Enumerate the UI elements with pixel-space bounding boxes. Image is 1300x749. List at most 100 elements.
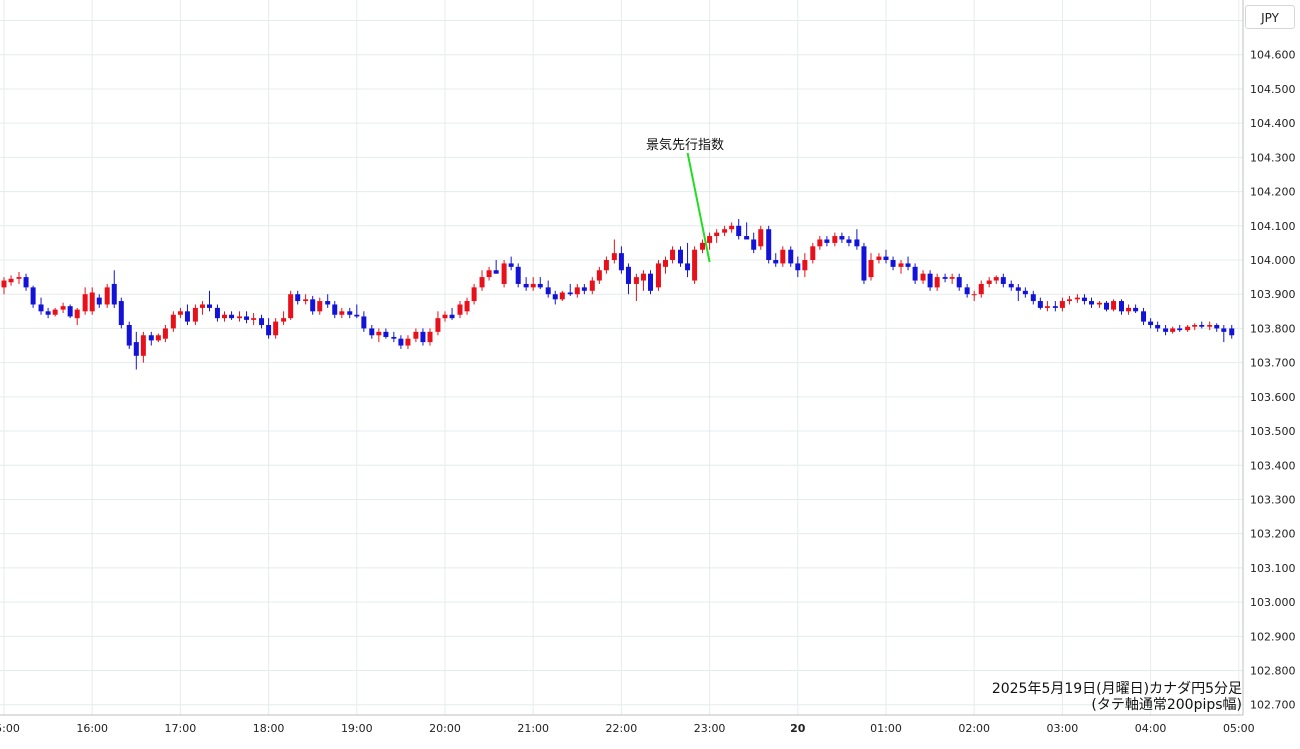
candle-body [1059, 301, 1065, 308]
candle [700, 239, 706, 254]
candle-body [493, 270, 499, 274]
candle [52, 307, 58, 317]
candle [1133, 304, 1139, 314]
candle [523, 277, 529, 291]
candle [537, 277, 543, 290]
candle-body [883, 256, 889, 260]
candle [251, 313, 257, 325]
candle [898, 260, 904, 274]
candle [369, 325, 375, 339]
candle [1207, 321, 1213, 331]
candle [435, 311, 441, 336]
candle-body [1163, 328, 1169, 332]
candle [155, 333, 161, 343]
candle-body [16, 277, 22, 279]
candle [96, 294, 102, 308]
candle-body [199, 304, 205, 308]
candle-body [229, 314, 235, 319]
candle [442, 311, 448, 322]
candle [802, 253, 808, 278]
price-tick-label: 103.800 [1250, 322, 1296, 335]
candle-body [559, 292, 565, 300]
candle [184, 304, 190, 325]
candle-body [369, 328, 375, 336]
candle [1022, 287, 1028, 298]
price-tick-label: 104.300 [1250, 151, 1296, 164]
candle-body [1066, 299, 1072, 302]
candle [736, 218, 742, 240]
candle [1214, 323, 1220, 332]
price-tick-label: 103.600 [1250, 391, 1296, 404]
candle [1185, 325, 1191, 332]
candle-body [964, 287, 970, 295]
candle [810, 242, 816, 264]
candle [611, 239, 617, 264]
candle-body [104, 287, 110, 305]
candle-body [38, 304, 44, 312]
candle-body [663, 260, 668, 267]
candle [1074, 294, 1080, 303]
candle [170, 311, 176, 332]
candle-body [832, 236, 838, 243]
candle [978, 280, 984, 298]
candle [1199, 321, 1205, 329]
candle-body [192, 307, 198, 322]
candle-body [574, 287, 580, 295]
candle [310, 295, 316, 315]
candle-body [464, 301, 470, 312]
candle-body [486, 270, 492, 278]
candle-body [707, 236, 713, 243]
candle-body [744, 236, 750, 240]
candle-body [1148, 321, 1154, 325]
candle-body [824, 239, 830, 243]
price-tick-label: 104.500 [1250, 83, 1296, 96]
candle-body [339, 311, 345, 315]
candle-body [1015, 287, 1021, 291]
candle [648, 270, 654, 295]
candle [38, 297, 44, 315]
candle [420, 328, 426, 346]
candle-body [354, 314, 360, 317]
candle-body [956, 277, 962, 288]
currency-button[interactable]: JPY [1245, 5, 1295, 29]
candle [162, 325, 168, 343]
candle [214, 304, 220, 322]
candle-body [391, 336, 397, 339]
candle-body [317, 301, 323, 312]
price-tick-label: 103.900 [1250, 288, 1296, 301]
candle-body [82, 294, 88, 312]
candle-body [347, 311, 353, 315]
candle [515, 263, 521, 288]
candle-body [685, 263, 691, 271]
candle-body [1185, 326, 1191, 331]
candle [457, 301, 463, 319]
candle [1126, 304, 1132, 315]
candle-body [74, 309, 80, 319]
candle-body [677, 249, 683, 264]
candle [427, 328, 433, 346]
candle [912, 263, 918, 284]
candle-body [905, 263, 911, 267]
candle-body [1207, 325, 1213, 327]
candle [876, 253, 882, 264]
price-tick-label: 103.400 [1250, 459, 1296, 472]
candle [692, 246, 698, 284]
price-tick-label: 104.200 [1250, 186, 1296, 199]
candle-body [949, 277, 955, 279]
candle-body [266, 325, 272, 336]
candle-body [817, 239, 823, 247]
candle [1059, 297, 1065, 312]
candle-body [1177, 328, 1183, 331]
candle-body [111, 283, 117, 305]
candle [1089, 297, 1095, 308]
candle [288, 290, 294, 320]
candle-body [788, 249, 794, 264]
candle [832, 232, 838, 247]
candle-body [552, 294, 558, 300]
candle [133, 331, 139, 370]
candle-body [633, 277, 639, 284]
candle-body [427, 331, 433, 343]
candle [45, 307, 51, 319]
candle-body [795, 263, 801, 271]
candle-body [1118, 301, 1124, 312]
